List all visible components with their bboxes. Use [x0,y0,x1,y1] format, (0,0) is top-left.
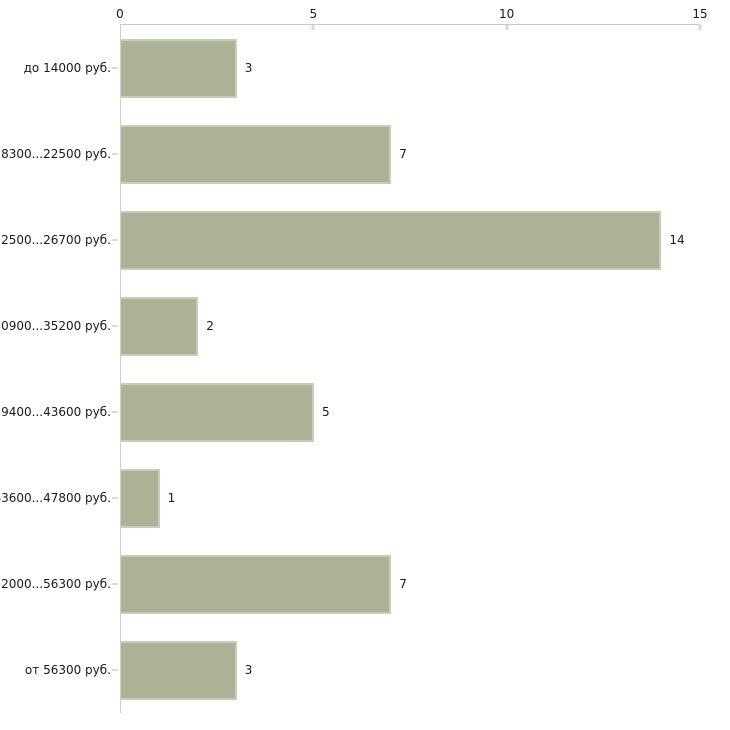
x-tick-mark-15 [698,25,702,30]
category-label: 18300...22500 руб. [0,147,111,161]
bar-track: 3 [120,627,700,713]
category-tick-mark [112,583,118,585]
bar-row: 30900...35200 руб. 2 [0,283,730,369]
value-label: 7 [399,147,407,161]
x-tick-label-10: 10 [499,7,515,21]
category-label: 30900...35200 руб. [0,319,111,333]
category-tick-mark [112,239,118,241]
bar-track: 2 [120,283,700,369]
x-tick-label-0: 0 [116,7,124,21]
bar-row: от 56300 руб. 3 [0,627,730,713]
value-label: 7 [399,577,407,591]
bar [121,640,237,700]
bar-row: 43600...47800 руб. 1 [0,455,730,541]
bar-track: 7 [120,541,700,627]
category-tick-mark [112,67,118,69]
x-tick-label-15: 15 [692,7,708,21]
bar-row: 22500...26700 руб. 14 [0,197,730,283]
value-label: 3 [244,663,253,677]
category-tick-mark [112,153,118,155]
x-tick-label-5: 5 [309,7,318,21]
bar [121,382,314,442]
bar-track: 1 [120,455,700,541]
category-label: 39400...43600 руб. [0,405,111,419]
bar [121,554,392,614]
value-label: 1 [167,491,176,505]
value-label: 2 [206,319,214,333]
bar-row: до 14000 руб. 3 [0,25,730,111]
bar [121,210,662,270]
value-label: 3 [244,61,253,75]
x-axis-line: 0 5 10 15 [116,0,708,30]
bar-track: 14 [120,197,700,283]
category-label: 52000...56300 руб. [0,577,111,591]
category-label: от 56300 руб. [24,663,111,677]
category-label: до 14000 руб. [23,61,111,75]
category-tick-mark [112,669,118,671]
x-axis: 0 5 10 15 [0,0,730,30]
bar-row: 39400...43600 руб. 5 [0,369,730,455]
bar [121,38,237,98]
category-tick-mark [112,411,118,413]
category-label: 22500...26700 руб. [0,233,111,247]
bar [121,124,392,184]
category-tick-mark [112,325,118,327]
plot-area: до 14000 руб. 3 18300...22500 руб. 7 225… [0,25,730,713]
bar-track: 3 [120,25,700,111]
value-label: 14 [669,233,685,247]
category-label: 43600...47800 руб. [0,491,111,505]
x-tick-mark-5 [311,25,315,30]
category-tick-mark [112,497,118,499]
bar [121,468,160,528]
bar-row: 52000...56300 руб. 7 [0,541,730,627]
bar-track: 5 [120,369,700,455]
bar-track: 7 [120,111,700,197]
bar-row: 18300...22500 руб. 7 [0,111,730,197]
value-label: 5 [322,405,330,419]
bar [121,296,199,356]
x-tick-mark-10 [505,25,509,30]
